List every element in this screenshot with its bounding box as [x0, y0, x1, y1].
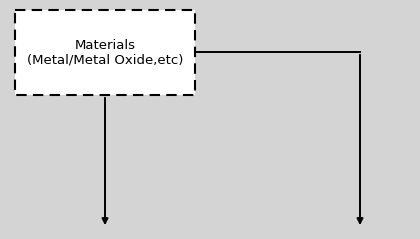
Text: Materials
(Metal/Metal Oxide,etc): Materials (Metal/Metal Oxide,etc): [27, 38, 183, 66]
Bar: [15, 10, 195, 95]
